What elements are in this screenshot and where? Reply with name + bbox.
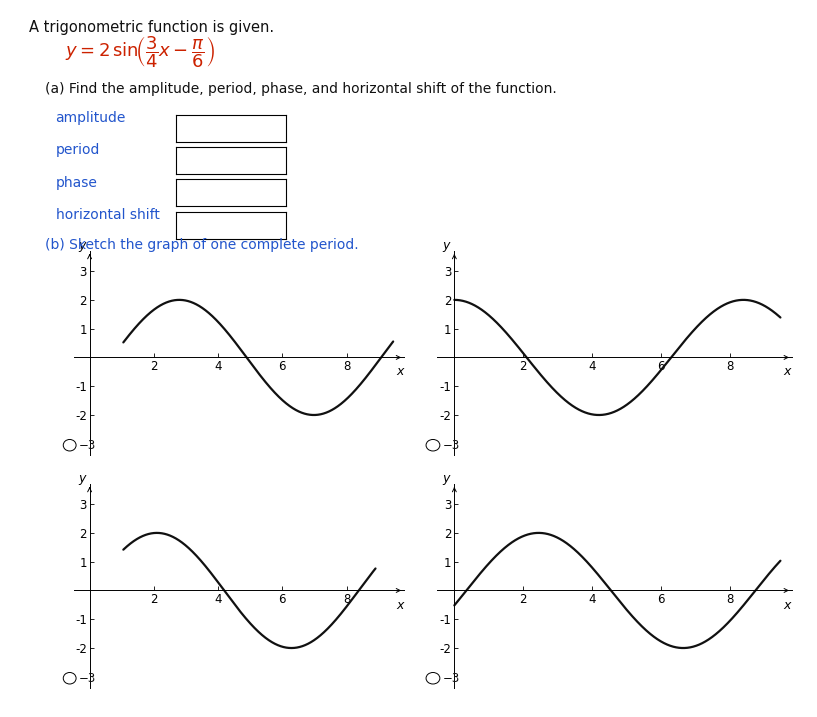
Text: x: x <box>784 366 791 379</box>
Text: x: x <box>396 366 404 379</box>
Text: phase: phase <box>56 176 97 190</box>
Text: −3: −3 <box>78 439 96 452</box>
Text: period: period <box>56 143 100 158</box>
Text: A trigonometric function is given.: A trigonometric function is given. <box>29 20 274 35</box>
Circle shape <box>426 440 440 451</box>
Text: y: y <box>78 239 85 252</box>
Text: y: y <box>442 239 449 252</box>
Text: x: x <box>396 599 404 612</box>
Text: y: y <box>442 473 449 485</box>
Text: x: x <box>784 599 791 612</box>
Circle shape <box>63 673 76 684</box>
Text: −3: −3 <box>78 672 96 685</box>
Text: horizontal shift: horizontal shift <box>56 208 159 222</box>
Text: $y = 2\,\mathrm{sin}\!\left(\dfrac{3}{4}x - \dfrac{\pi}{6}\right)$: $y = 2\,\mathrm{sin}\!\left(\dfrac{3}{4}… <box>65 34 215 70</box>
Text: (b) Sketch the graph of one complete period.: (b) Sketch the graph of one complete per… <box>45 238 359 252</box>
Circle shape <box>426 673 440 684</box>
Text: −3: −3 <box>442 672 459 685</box>
Text: y: y <box>78 473 85 485</box>
Circle shape <box>63 440 76 451</box>
Text: amplitude: amplitude <box>56 111 126 125</box>
Text: −3: −3 <box>442 439 459 452</box>
Text: (a) Find the amplitude, period, phase, and horizontal shift of the function.: (a) Find the amplitude, period, phase, a… <box>45 82 556 96</box>
